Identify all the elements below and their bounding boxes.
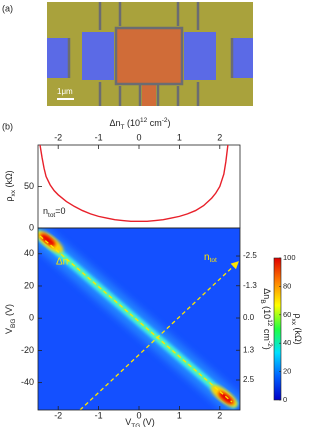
label-part: tot	[210, 257, 217, 264]
label-part: (V)	[140, 417, 155, 427]
label-part: (V)	[4, 304, 14, 319]
label-part: (kΩ)	[293, 325, 302, 345]
label-part: ρ	[4, 197, 14, 202]
y-tick-label: 40	[24, 248, 34, 258]
label-part: n	[43, 206, 48, 216]
y-tick-label: -40	[21, 377, 34, 387]
panel-label: (a)	[2, 3, 13, 13]
label-part: (kΩ)	[4, 170, 14, 190]
label-part: 12	[140, 117, 148, 124]
colorbar-tick-label: 20	[283, 367, 291, 376]
colorbar-tick-label: 60	[283, 310, 291, 319]
label-part: -2	[162, 117, 168, 124]
y-axis-title: ρxx (kΩ)	[4, 170, 17, 201]
colorbar-title: ρxx (kΩ)	[290, 313, 302, 344]
colorbar-tick-label: 80	[283, 281, 291, 290]
plot-frame	[37, 144, 241, 229]
y-axis-title: VBG (V)	[4, 304, 17, 334]
page: {"panel_labels": ["(a)", "(b)"], "scale_…	[0, 0, 302, 427]
y-tick-label: 20	[24, 280, 34, 290]
x-tick-label: -2	[54, 410, 62, 420]
label-part: T	[121, 124, 125, 131]
figure: (a) 1μm (b) ΔnT (1012 cm-2) ρxx (kΩ) nto…	[2, 2, 302, 427]
annotation: Δn	[56, 257, 68, 268]
colorbar	[273, 257, 282, 401]
x-tick-label: -2	[54, 132, 62, 142]
y-tick-label: 0	[29, 222, 34, 232]
x-tick-label: 0	[136, 132, 141, 142]
y2-tick-label: -1.3	[243, 281, 257, 290]
y2-tick-label: 1.3	[243, 345, 255, 354]
label-part: cm	[262, 326, 272, 341]
label-part: xx	[10, 189, 17, 196]
annotation: ntot=0	[43, 206, 66, 219]
y2-tick-label: -2.5	[243, 251, 257, 260]
annotation: ntot	[204, 252, 217, 265]
label-part: -2	[266, 341, 273, 347]
label-part: BG	[10, 319, 17, 328]
y-tick-label: 50	[24, 181, 34, 191]
label-part: B	[259, 299, 266, 303]
label-part: V	[125, 417, 131, 427]
scale-bar-label: 1μm	[57, 87, 73, 96]
label-part: tot	[48, 212, 55, 219]
colorbar-tick-label: 0	[283, 395, 287, 404]
label-part: TG	[131, 423, 140, 427]
label-part: 12	[266, 319, 273, 327]
label-part: )	[168, 118, 171, 128]
label-part: n	[204, 252, 210, 263]
micrograph	[47, 2, 253, 106]
x-tick-label: 1	[177, 410, 182, 420]
x-tick-label: -1	[95, 410, 103, 420]
colorbar-tick-label: 40	[283, 338, 291, 347]
y-tick-label: 0	[29, 313, 34, 323]
label-part: cm	[147, 118, 162, 128]
label-part: ρ	[293, 313, 302, 318]
label-part: Δn	[262, 288, 272, 299]
y2-axis-title: ΔnB (1012 cm-2)	[259, 288, 273, 349]
label-part: (10	[124, 118, 140, 128]
label-part: )	[262, 347, 272, 350]
colorbar-tick-label: 100	[283, 253, 296, 262]
x-tick-label: 0	[136, 410, 141, 420]
heatmap	[38, 228, 240, 410]
panel-label: (b)	[2, 121, 13, 131]
x-axis-title: VTG (V)	[125, 417, 155, 427]
plot-area	[39, 145, 229, 223]
label-part: (10	[262, 304, 272, 320]
label-part: =0	[55, 206, 65, 216]
x-tick-label: -1	[95, 132, 103, 142]
y2-tick-label: 2.5	[243, 375, 255, 384]
x-axis-title: ΔnT (1012 cm-2)	[109, 117, 170, 131]
y2-tick-label: 0.0	[243, 313, 255, 322]
x-tick-label: 2	[217, 132, 222, 142]
x-tick-label: 1	[177, 132, 182, 142]
y-tick-label: -20	[21, 345, 34, 355]
label-part: Δn	[109, 118, 120, 128]
label-part: xx	[290, 318, 297, 325]
x-tick-label: 2	[217, 410, 222, 420]
label-part: V	[4, 328, 14, 334]
data-line	[39, 145, 229, 223]
